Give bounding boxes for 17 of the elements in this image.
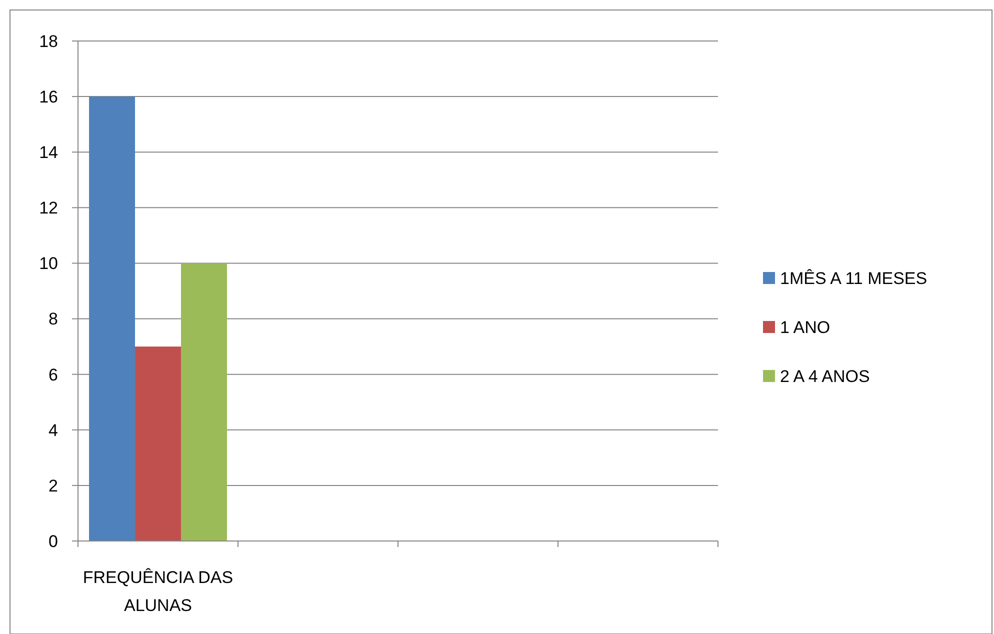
y-tick-label: 0 <box>48 532 58 551</box>
x-tick-label: FREQUÊNCIA DAS ALUNAS <box>82 568 234 615</box>
bar <box>180 263 227 541</box>
y-tick-label: 8 <box>48 310 58 329</box>
legend-label: 1MÊS A 11 MESES <box>780 268 928 288</box>
legend-label: 2 A 4 ANOS <box>780 366 870 386</box>
y-tick-label: 18 <box>39 32 58 51</box>
bar <box>89 96 136 541</box>
y-tick-label: 14 <box>39 143 58 162</box>
legend-label: 1 ANO <box>780 318 830 337</box>
bar <box>135 346 181 541</box>
y-tick-label: 10 <box>39 254 58 274</box>
y-tick-label: 16 <box>39 88 58 107</box>
y-tick-label: 12 <box>39 198 58 218</box>
y-tick-label: 4 <box>48 420 58 440</box>
y-tick-label: 6 <box>48 365 58 384</box>
y-tick-label: 2 <box>48 476 58 496</box>
